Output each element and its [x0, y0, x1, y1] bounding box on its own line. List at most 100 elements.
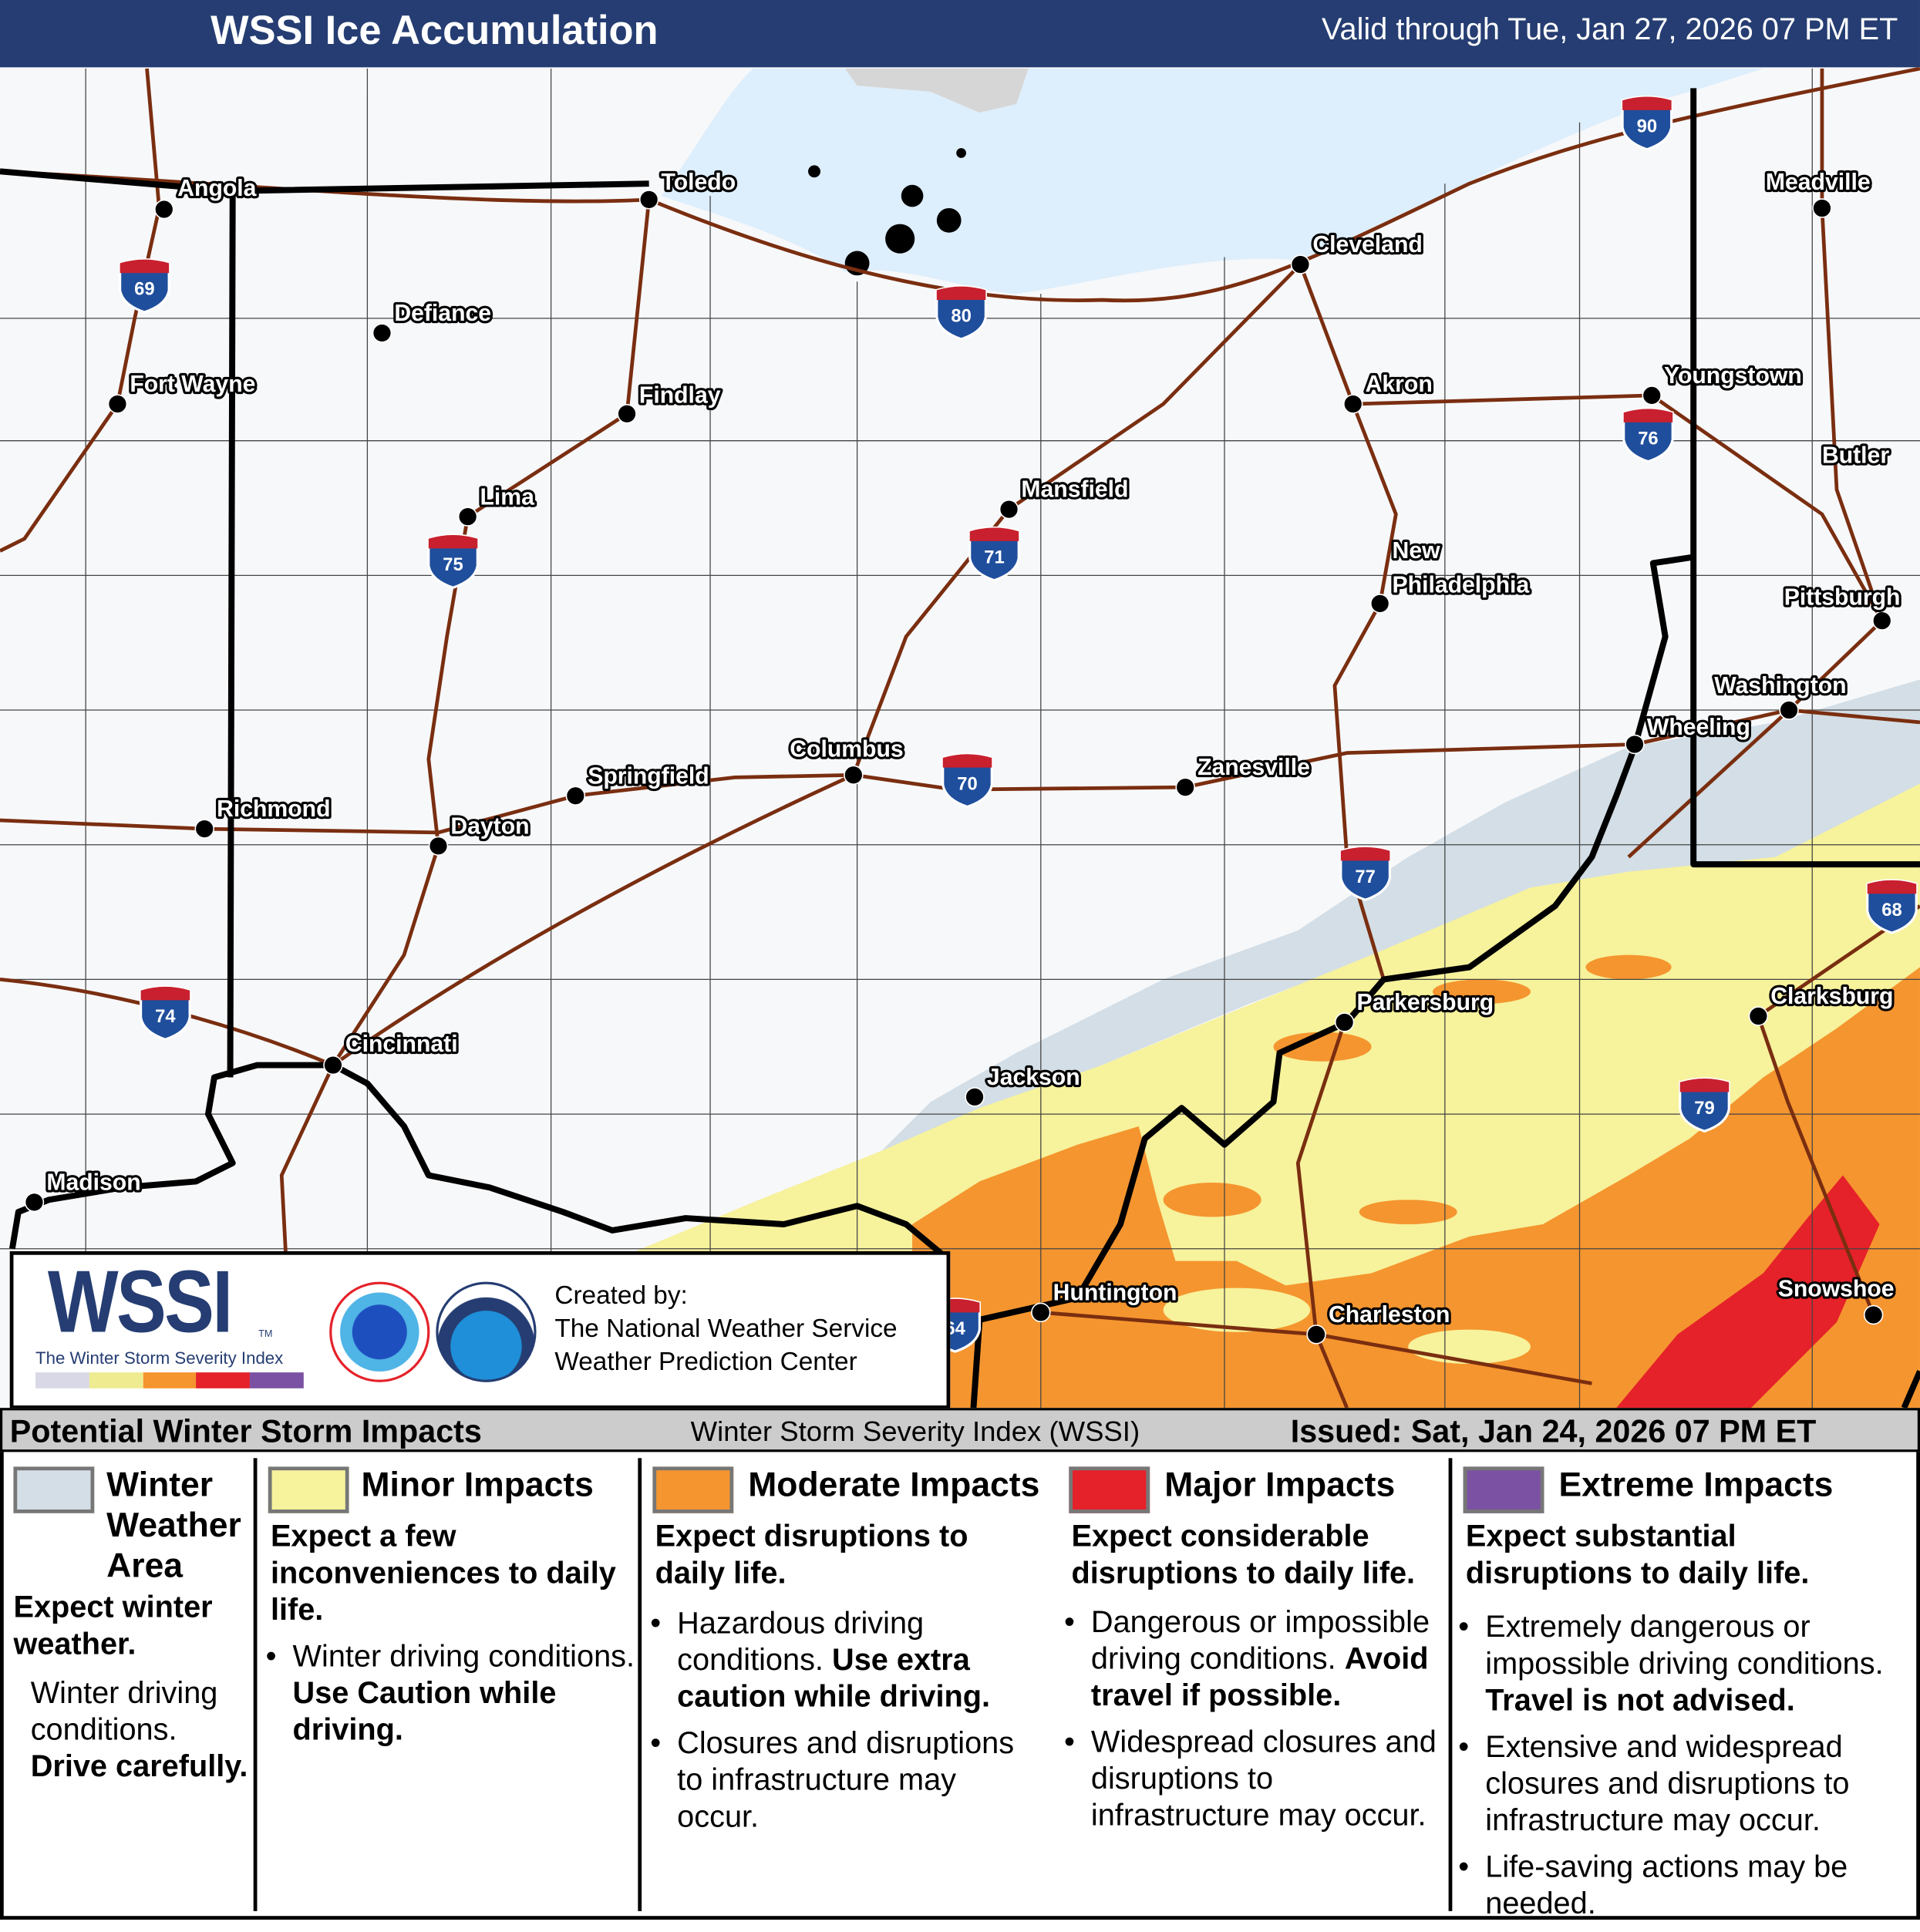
city-label: Madison — [46, 1170, 140, 1196]
city-label: Philadelphia — [1393, 573, 1530, 598]
city-dot — [1642, 385, 1662, 406]
city-label: Findlay — [639, 382, 721, 408]
city-dot — [1748, 1006, 1769, 1026]
interstate-shield-icon: 90 — [1621, 95, 1673, 151]
interstate-number: 79 — [1694, 1098, 1714, 1119]
interstate-shield-icon: 69 — [119, 258, 170, 314]
city-dot — [1863, 1304, 1884, 1325]
interstate-shield-icon: 74 — [140, 985, 191, 1041]
legend-summary: Expect substantial disruptions to daily … — [1465, 1519, 1810, 1590]
legend-title: Major Impacts — [1164, 1465, 1396, 1504]
city-dot — [1625, 734, 1645, 755]
swatch-major — [1069, 1466, 1150, 1513]
noaa-logo-icon — [436, 1281, 537, 1382]
city-dot — [965, 1087, 985, 1107]
legend-extreme: Extreme Impacts Expect substantial disru… — [1458, 1452, 1912, 1921]
city-dot — [1369, 594, 1390, 614]
interstate-number: 90 — [1637, 116, 1657, 137]
impact-legend: Winter Weather Area Expect winter weathe… — [0, 1452, 1920, 1921]
bullet-text: Widespread closures and disruptions to i… — [1090, 1725, 1437, 1833]
bullet-bold: Use Caution while driving. — [292, 1675, 557, 1748]
city-dot — [999, 499, 1019, 520]
issued-time: Issued: Sat, Jan 24, 2026 07 PM ET — [1290, 1412, 1817, 1450]
bullet-bold: Travel is not advised. — [1485, 1683, 1795, 1718]
city-labels: Angola Toledo Defiance Fort Wayne Findlay Lim… — [24, 167, 1903, 1345]
wssi-name: Winter Storm Severity Index (WSSI) — [690, 1415, 1140, 1448]
city-label: Butler — [1822, 443, 1889, 468]
nws-logo-icon — [329, 1281, 430, 1382]
canada-land — [844, 68, 1029, 113]
city-dot — [154, 199, 174, 220]
major-impacts-area — [1616, 1175, 1880, 1409]
legend-detail: Winter driving conditions. — [30, 1675, 218, 1748]
legend-minor: Minor Impacts Expect a few inconvenience… — [266, 1452, 635, 1910]
legend-title: Moderate Impacts — [748, 1465, 1040, 1504]
city-label: Richmond — [217, 796, 330, 822]
city-label: Toledo — [662, 170, 736, 195]
city-label: Lima — [480, 484, 534, 510]
city-label: Parkersburg — [1357, 990, 1494, 1015]
city-dot — [565, 786, 586, 806]
city-dot — [1175, 777, 1195, 797]
city-label: Huntington — [1053, 1280, 1177, 1305]
map-title: WSSI Ice Accumulation — [211, 7, 659, 53]
credit-box: WSSI TM The Winter Storm Severity Index … — [9, 1250, 951, 1409]
interstate-shield-icon: 76 — [1622, 407, 1674, 463]
bullet-text: Life-saving actions may be needed. — [1485, 1850, 1848, 1921]
city-dot — [1872, 611, 1892, 631]
legend-winter-weather: Winter Weather Area Expect winter weathe… — [11, 1452, 256, 1910]
interstate-number: 77 — [1355, 867, 1375, 887]
interstate-number: 75 — [443, 554, 463, 575]
lake-islands — [808, 148, 966, 276]
interstate-shield-icon: 70 — [941, 752, 993, 809]
interstate-shield-icon: 80 — [935, 285, 987, 341]
bullet-bold: Use extra caution while driving. — [677, 1643, 991, 1715]
city-dot — [457, 507, 478, 527]
city-label: Defiance — [394, 301, 491, 326]
interstate-shield-icon: 75 — [427, 533, 479, 589]
bullet-text: Winter driving conditions. — [292, 1639, 635, 1674]
city-dot — [844, 765, 864, 785]
city-label: Akron — [1366, 372, 1433, 397]
legend-moderate: Moderate Impacts Expect disruptions to d… — [650, 1452, 1054, 1910]
org-wpc: Weather Prediction Center — [554, 1348, 857, 1376]
divider — [638, 1458, 642, 1911]
city-dot — [1306, 1324, 1326, 1345]
lake-erie — [661, 68, 1763, 295]
moderate-impacts-area — [912, 967, 1920, 1409]
swatch-moderate — [652, 1466, 734, 1513]
legend-title: Minor Impacts — [361, 1465, 594, 1504]
valid-time: Valid through Tue, Jan 27, 2026 07 PM ET — [1321, 12, 1898, 47]
header: WSSI Ice Accumulation Valid through Tue,… — [0, 0, 1920, 68]
interstate-number: 74 — [155, 1006, 176, 1027]
city-dot — [1779, 700, 1799, 720]
city-dot — [194, 819, 214, 839]
city-label: Wheeling — [1647, 715, 1750, 740]
wssi-color-bar — [35, 1372, 304, 1388]
city-dot — [107, 394, 128, 414]
credit-text: Created by: The National Weather Service… — [554, 1279, 897, 1378]
city-dot — [1334, 1012, 1355, 1032]
city-label: Dayton — [450, 813, 529, 839]
city-dot — [24, 1192, 45, 1213]
city-label: Snowshoe — [1778, 1277, 1895, 1302]
created-by: Created by: — [554, 1281, 688, 1311]
city-label: Columbus — [790, 736, 903, 762]
city-label: Clarksburg — [1770, 984, 1893, 1009]
interstate-shield-icon: 71 — [968, 526, 1020, 582]
city-label: Springfield — [588, 763, 709, 789]
city-label: Pittsburgh — [1784, 584, 1901, 610]
city-label: Mansfield — [1021, 477, 1128, 503]
swatch-extreme — [1463, 1466, 1544, 1513]
city-label: Meadville — [1766, 170, 1871, 195]
legend-summary: Expect disruptions to daily life. — [655, 1519, 968, 1590]
interstate-number: 69 — [134, 279, 155, 300]
highways — [0, 67, 1920, 1409]
legend-summary: Expect considerable disruptions to daily… — [1071, 1519, 1416, 1590]
legend-heading: Potential Winter Storm Impacts — [9, 1412, 482, 1450]
moderate-patches — [1163, 954, 1672, 1224]
legend-major: Major Impacts Expect considerable disrup… — [1064, 1452, 1450, 1910]
